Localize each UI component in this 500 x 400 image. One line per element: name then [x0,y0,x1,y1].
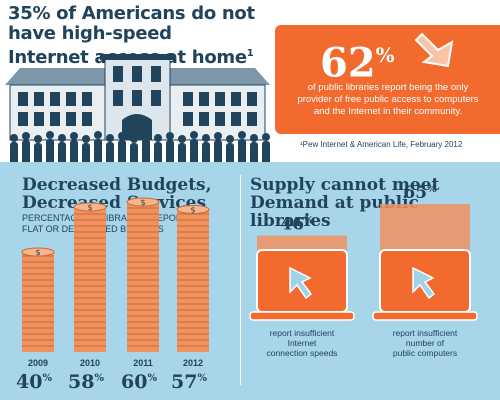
coin-stack-body [22,252,54,352]
right-title-line-2: Demand at public [250,193,419,213]
left-title-line-1: Decreased Budgets, [22,175,212,195]
coin-stack-bar: $ [21,247,55,352]
year-label: 2012 [183,358,203,368]
laptop-base [249,311,355,321]
coin-top [176,205,210,214]
year-label: 2011 [133,358,153,368]
laptop-base [372,311,478,321]
demand-laptop-chart: 46%report insufficientInternetconnection… [249,183,478,358]
coin-top [126,197,160,207]
value-unit: % [427,184,437,195]
left-title-line-2: Decreased Services [22,193,207,213]
source-citation: ¹Pew Internet & American Life, February … [300,140,463,149]
value-label: 60% [121,371,157,393]
coin-stack-body [177,209,209,352]
cursor-arrow-icon [289,266,313,300]
callout-text-line-1: of public libraries report being the onl… [307,82,469,93]
cursor-arrow-icon [414,32,454,68]
coin-top [21,247,55,257]
coin-stack-bar: $ [73,202,107,352]
category-label: Internet [288,338,317,348]
left-subtitle-line-1: Percentage of libraries reporting [22,213,204,223]
callout-box [275,25,500,134]
callout-text: of public libraries report being the onl… [283,82,493,118]
value-label: 58% [68,371,104,393]
cursor-arrow-icon [412,266,436,300]
value-label: 40% [16,371,52,393]
value-unit: % [147,373,157,384]
value-unit: % [197,373,207,384]
headline-line-1: 35% of Americans do not have high-speed [8,3,255,44]
footnote-mark: 1 [246,48,254,59]
category-label: number of [406,338,445,348]
value-unit: % [42,373,52,384]
panel-divider [240,175,241,385]
right-panel-title: Supply cannot meet Demand at public libr… [250,176,450,230]
category-label: report insufficient [393,328,458,338]
value-unit: % [94,373,104,384]
category-label: report insufficient [270,328,335,338]
left-panel-title: Decreased Budgets, Decreased Services [22,176,242,212]
year-label: 2010 [80,358,100,368]
coin-stack-body [127,202,159,352]
callout-number: 62 [320,39,376,87]
laptop-bar [249,235,355,321]
right-title-line-3: libraries [250,211,331,231]
laptop-bar [372,204,478,321]
callout-text-line-3: and the Internet in their community. [313,106,463,117]
coin-stack-bar: $ [126,197,160,352]
year-label: 2009 [28,358,48,368]
dollar-sign-icon: $ [140,198,145,207]
dollar-sign-icon: $ [87,203,92,212]
callout-unit: % [375,43,395,67]
value-label: 57% [171,371,207,393]
value-unit: % [304,216,314,227]
value-label: 46% [280,215,314,235]
library-building-illustration [5,54,270,165]
callout-text-line-2: provider of free public access to comput… [297,94,479,105]
callout-value: 62% [320,33,395,85]
coin-top [73,202,107,212]
category-label: public computers [393,348,457,358]
right-title-line-1: Supply cannot meet [250,175,440,195]
value-label: 65% [403,183,437,203]
category-label: connection speeds [267,348,338,358]
dollar-sign-icon: $ [35,248,40,257]
budget-coin-chart: $2009 40% $2010 58% $2011 60% $2012 57% [16,197,210,393]
dollar-sign-icon: $ [190,206,195,215]
coin-stack-bar: $ [176,205,210,352]
